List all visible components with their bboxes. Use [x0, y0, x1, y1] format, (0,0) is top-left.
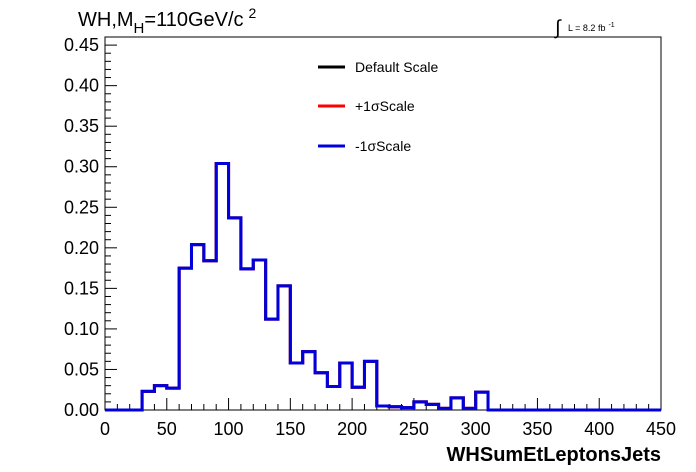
y-tick-label: 0.00	[64, 400, 99, 420]
chart-title-superscript: 2	[249, 5, 257, 21]
y-tick-label: 0.25	[64, 197, 99, 217]
x-tick-label: 200	[337, 419, 367, 439]
x-tick-label: 150	[275, 419, 305, 439]
y-tick-label: 0.15	[64, 278, 99, 298]
x-tick-label: 400	[584, 419, 614, 439]
luminosity-label: L = 8.2 fb -1	[568, 22, 615, 33]
y-tick-label: 0.10	[64, 319, 99, 339]
legend-entry-label: +1σScale	[355, 98, 415, 114]
series-layer	[105, 161, 661, 412]
plot-frame	[104, 36, 662, 411]
y-tick-label: 0.35	[64, 116, 99, 136]
x-tick-label: 450	[646, 419, 676, 439]
chart-title: WH,MH=110GeV/c 2	[78, 5, 257, 37]
y-axis-ticks: 0.00 0.05 0.10 0.15 0.20 0.25 0.30 0.35 0.40 0.45	[64, 35, 117, 420]
series-line	[105, 161, 661, 412]
series-line	[105, 161, 661, 412]
x-tick-label: 100	[214, 419, 244, 439]
x-axis-label: WHSumEtLeptonsJets	[447, 444, 661, 466]
integral-sign: ∫	[554, 17, 562, 39]
luminosity-superscript: -1	[608, 22, 614, 29]
y-tick-label: 0.45	[64, 35, 99, 55]
legend-entry-label: -1σScale	[355, 138, 411, 154]
x-axis-ticks: 0 50 100 150 200 250 300 350 400 450	[100, 398, 676, 439]
y-tick-label: 0.05	[64, 359, 99, 379]
legend: Default Scale +1σScale -1σScale	[318, 59, 438, 154]
x-tick-label: 250	[399, 419, 429, 439]
legend-entry-label: Default Scale	[355, 59, 438, 75]
chart-title-subscript: H	[134, 20, 145, 37]
chart-title-tail: =110GeV/c	[144, 9, 243, 31]
x-tick-label: 0	[100, 419, 110, 439]
y-tick-label: 0.20	[64, 238, 99, 258]
series-line	[105, 161, 661, 412]
x-tick-label: 50	[157, 419, 177, 439]
x-tick-label: 300	[461, 419, 491, 439]
x-tick-label: 350	[522, 419, 552, 439]
y-tick-label: 0.40	[64, 76, 99, 96]
y-tick-label: 0.30	[64, 157, 99, 177]
